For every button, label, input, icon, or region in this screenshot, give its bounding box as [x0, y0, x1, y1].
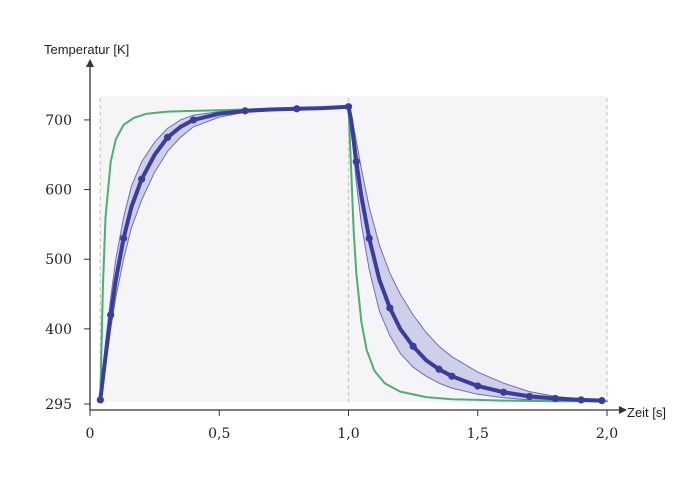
- ticks: 0 0,5 1,0 1,5 2,0 295 400 500 600 700: [45, 113, 618, 442]
- data-point: [293, 105, 301, 113]
- data-point: [189, 116, 197, 124]
- x-tick-label: 2,0: [596, 426, 618, 442]
- y-axis-arrow: [86, 59, 94, 67]
- y-tick-label: 400: [45, 322, 72, 338]
- x-axis-title: Zeit [s]: [627, 405, 666, 420]
- series-line-fast: [99, 105, 608, 403]
- data-point: [386, 304, 394, 312]
- data-point: [551, 394, 559, 403]
- x-axis-arrow: [619, 406, 627, 414]
- axes: [86, 59, 627, 414]
- y-axis-title: Temperatur [K]: [44, 42, 129, 57]
- data-point: [163, 133, 172, 141]
- data-point: [96, 396, 104, 404]
- data-point: [435, 365, 443, 373]
- y-tick-label: 600: [45, 183, 72, 199]
- data-point: [500, 388, 508, 396]
- data-point: [577, 396, 585, 404]
- data-point: [344, 103, 353, 111]
- series-lines: [96, 103, 608, 405]
- series-line-slow: [98, 104, 604, 403]
- data-point: [352, 158, 360, 166]
- vertical-guide-lines: [99, 98, 608, 402]
- data-point: [448, 372, 456, 380]
- data-point: [409, 342, 417, 350]
- x-tick-label: 0: [86, 426, 95, 442]
- y-tick-label: 700: [45, 113, 72, 129]
- data-point: [598, 397, 606, 405]
- data-point: [241, 107, 249, 115]
- y-tick-label: 500: [45, 252, 72, 268]
- data-point: [365, 234, 373, 242]
- data-point: [138, 175, 146, 183]
- x-tick-label: 0,5: [208, 426, 230, 442]
- data-point: [120, 234, 128, 242]
- data-point: [107, 311, 115, 319]
- x-tick-label: 1,5: [467, 426, 489, 442]
- y-tick-label: 295: [45, 397, 72, 413]
- data-point: [525, 392, 534, 401]
- data-point: [474, 382, 482, 390]
- x-tick-label: 1,0: [337, 426, 359, 442]
